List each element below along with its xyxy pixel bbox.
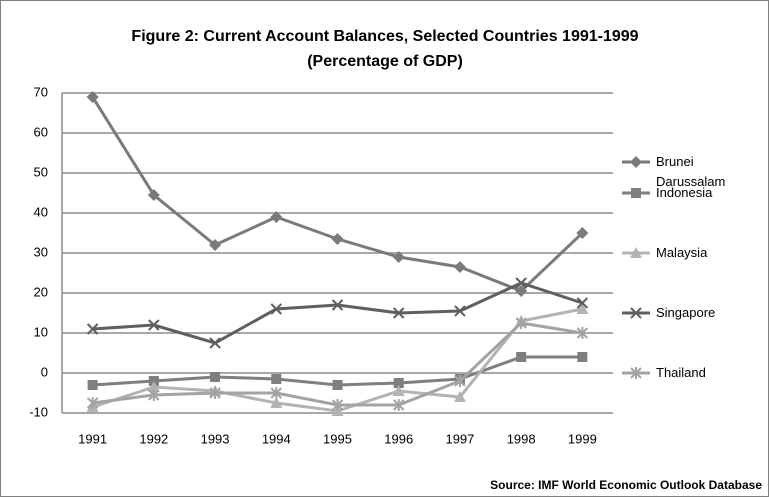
legend-label: Malaysia xyxy=(656,245,708,260)
chart-title: Figure 2: Current Account Balances, Sele… xyxy=(131,28,638,45)
marker xyxy=(515,277,527,289)
legend-marker xyxy=(630,156,642,168)
y-tick-label: 0 xyxy=(41,364,48,379)
series-line xyxy=(91,96,584,293)
marker xyxy=(454,305,466,317)
series-line xyxy=(92,321,583,407)
legend-label: Singapore xyxy=(656,305,716,320)
marker xyxy=(86,91,99,103)
marker xyxy=(270,387,282,399)
legend-marker xyxy=(630,307,642,319)
y-tick-label: 50 xyxy=(34,164,48,179)
x-tick-label: 1997 xyxy=(445,431,474,446)
marker xyxy=(270,303,282,315)
x-tick-label: 1992 xyxy=(139,431,168,446)
marker xyxy=(453,261,466,273)
marker xyxy=(392,251,405,263)
marker xyxy=(393,399,405,411)
y-tick-label: 70 xyxy=(34,84,48,99)
y-tick-label: -10 xyxy=(29,404,48,419)
legend-label: Indonesia xyxy=(656,185,713,200)
x-tick-label: 1993 xyxy=(201,431,230,446)
source: Source: IMF World Economic Outlook Datab… xyxy=(490,478,762,492)
marker xyxy=(87,380,98,390)
marker xyxy=(576,227,589,239)
marker xyxy=(86,397,99,409)
y-tick-label: 10 xyxy=(34,324,48,339)
marker xyxy=(147,381,160,392)
marker xyxy=(454,375,466,387)
x-tick-label: 1995 xyxy=(323,431,352,446)
marker xyxy=(209,387,221,399)
marker xyxy=(577,352,588,362)
marker xyxy=(576,327,589,339)
y-tick-label: 60 xyxy=(34,124,48,139)
x-tick-label: 1994 xyxy=(262,431,291,446)
marker xyxy=(576,303,589,314)
legend-label: Brunei Darussalam xyxy=(656,154,726,189)
marker xyxy=(270,397,283,408)
marker xyxy=(332,380,343,390)
marker xyxy=(331,233,344,245)
legend-marker xyxy=(630,247,642,258)
marker xyxy=(515,285,528,297)
legend-marker xyxy=(631,188,641,198)
marker xyxy=(392,385,405,396)
chart-subtitle: (Percentage of GDP) xyxy=(307,53,463,70)
x-tick-label: 1998 xyxy=(507,431,536,446)
y-tick-label: 20 xyxy=(34,284,48,299)
marker xyxy=(331,299,344,311)
marker xyxy=(393,307,405,319)
y-tick-label: 30 xyxy=(34,244,48,259)
marker xyxy=(270,211,283,223)
marker xyxy=(271,374,282,384)
x-tick-label: 1999 xyxy=(568,431,597,446)
y-tick-label: 40 xyxy=(34,204,48,219)
marker xyxy=(453,391,466,402)
marker xyxy=(148,319,160,331)
marker xyxy=(209,239,222,251)
marker xyxy=(147,189,160,201)
marker xyxy=(148,389,160,401)
marker xyxy=(209,337,221,349)
marker xyxy=(86,323,99,335)
marker xyxy=(331,399,344,411)
x-tick-label: 1991 xyxy=(78,431,107,446)
marker xyxy=(576,297,589,309)
x-tick-label: 1996 xyxy=(384,431,413,446)
marker xyxy=(393,378,404,388)
legend-marker xyxy=(630,367,642,379)
marker xyxy=(515,317,527,329)
marker xyxy=(210,372,221,382)
legend-label: Thailand xyxy=(656,365,706,380)
marker xyxy=(516,352,527,362)
